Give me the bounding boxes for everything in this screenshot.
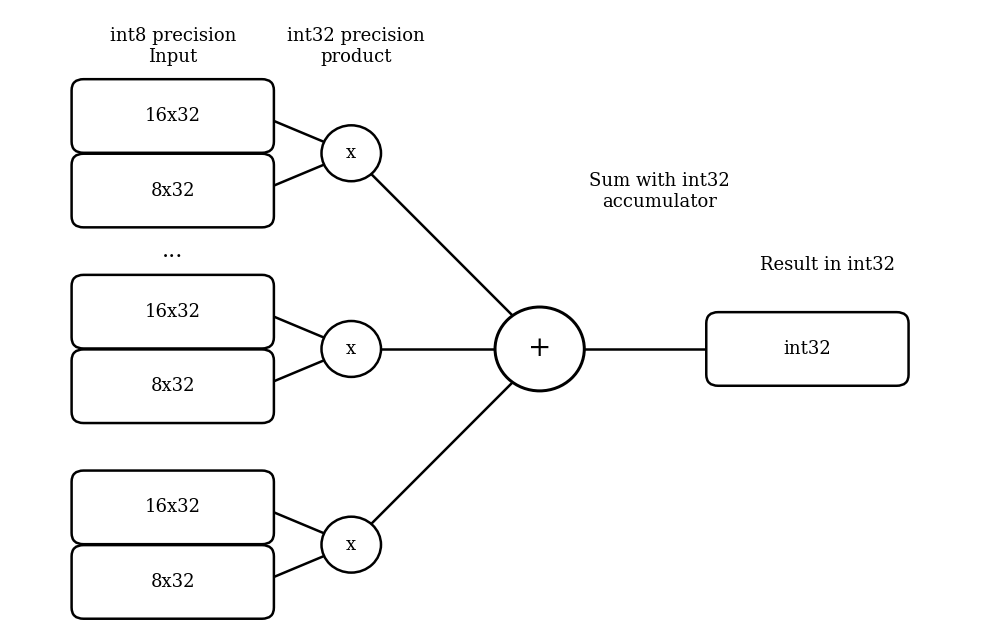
Text: Result in int32: Result in int32 (760, 256, 895, 273)
Text: 16x32: 16x32 (145, 107, 201, 125)
Text: int8 precision
Input: int8 precision Input (110, 28, 236, 66)
Circle shape (322, 517, 381, 573)
FancyBboxPatch shape (72, 545, 274, 619)
Circle shape (322, 321, 381, 377)
Text: int32 precision
product: int32 precision product (287, 28, 425, 66)
FancyBboxPatch shape (706, 312, 909, 386)
FancyBboxPatch shape (72, 79, 274, 153)
Text: 8x32: 8x32 (151, 377, 195, 395)
Text: 8x32: 8x32 (151, 573, 195, 591)
FancyBboxPatch shape (72, 471, 274, 544)
Text: x: x (346, 144, 356, 162)
Text: 16x32: 16x32 (145, 302, 201, 321)
Circle shape (322, 125, 381, 181)
Text: 16x32: 16x32 (145, 498, 201, 516)
Text: Sum with int32
accumulator: Sum with int32 accumulator (589, 172, 730, 211)
FancyBboxPatch shape (72, 275, 274, 349)
Circle shape (495, 307, 584, 391)
Text: x: x (346, 535, 356, 553)
Text: x: x (346, 340, 356, 358)
Text: int32: int32 (784, 340, 831, 358)
Text: +: + (528, 336, 551, 363)
Text: 8x32: 8x32 (151, 182, 195, 200)
FancyBboxPatch shape (72, 153, 274, 227)
Text: ...: ... (162, 240, 183, 262)
FancyBboxPatch shape (72, 349, 274, 423)
